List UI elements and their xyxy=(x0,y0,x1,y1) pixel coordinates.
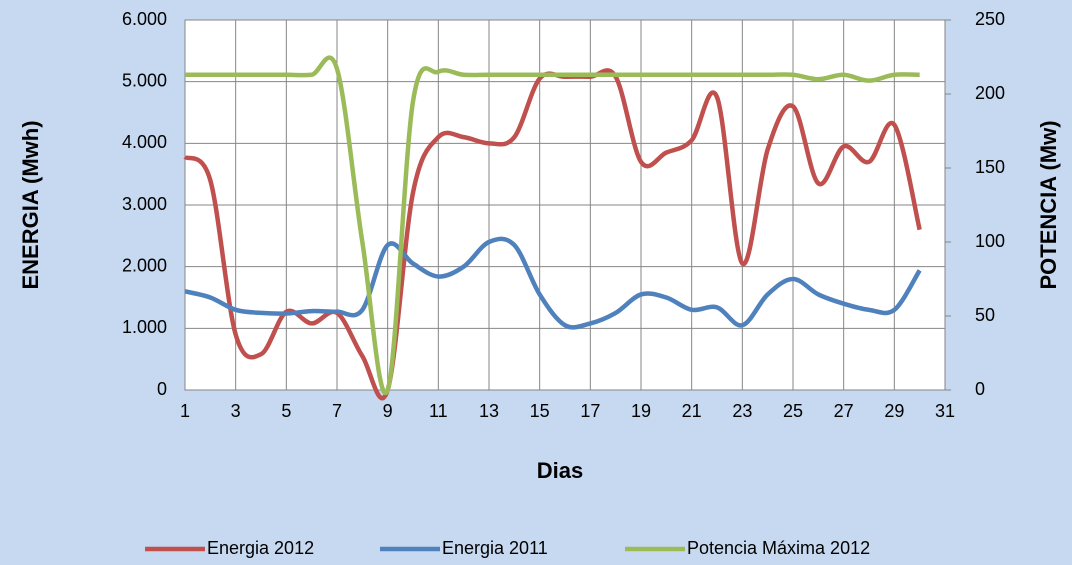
series-line xyxy=(184,236,922,330)
x-tick-label: 15 xyxy=(530,401,550,421)
y2-tick-label: 100 xyxy=(975,231,1005,251)
x-tick-label: 5 xyxy=(281,401,291,421)
y2-tick-label: 150 xyxy=(975,157,1005,177)
x-tick-label: 17 xyxy=(580,401,600,421)
x-tick-label: 25 xyxy=(783,401,803,421)
y2-tick-label: 50 xyxy=(975,305,995,325)
y2-axis-title: POTENCIA (Mw) xyxy=(1036,120,1061,289)
x-tick-label: 21 xyxy=(682,401,702,421)
x-axis-title: Dias xyxy=(537,458,583,483)
x-tick-label: 13 xyxy=(479,401,499,421)
y-tick-label: 6.000 xyxy=(122,9,167,29)
x-tick-label: 29 xyxy=(884,401,904,421)
x-tick-label: 23 xyxy=(732,401,752,421)
x-tick-label: 1 xyxy=(180,401,190,421)
y-tick-label: 3.000 xyxy=(122,194,167,214)
y-tick-label: 4.000 xyxy=(122,132,167,152)
y-tick-label: 0 xyxy=(157,379,167,399)
x-tick-label: 11 xyxy=(429,401,448,421)
x-tick-label: 19 xyxy=(631,401,651,421)
legend-label: Potencia Máxima 2012 xyxy=(687,538,870,558)
y2-tick-label: 200 xyxy=(975,83,1005,103)
y2-tick-label: 250 xyxy=(975,9,1005,29)
x-tick-label: 7 xyxy=(332,401,342,421)
legend-label: Energia 2012 xyxy=(207,538,314,558)
x-tick-label: 31 xyxy=(935,401,955,421)
y-axis-title: ENERGIA (Mwh) xyxy=(18,120,43,289)
y-tick-label: 2.000 xyxy=(122,255,167,275)
x-tick-label: 9 xyxy=(383,401,393,421)
x-tick-label: 3 xyxy=(231,401,241,421)
x-tick-label: 27 xyxy=(834,401,854,421)
y-tick-label: 1.000 xyxy=(122,317,167,337)
series-line xyxy=(184,55,920,396)
y2-tick-label: 0 xyxy=(975,379,985,399)
legend-label: Energia 2011 xyxy=(442,538,548,558)
y-tick-label: 5.000 xyxy=(122,70,167,90)
